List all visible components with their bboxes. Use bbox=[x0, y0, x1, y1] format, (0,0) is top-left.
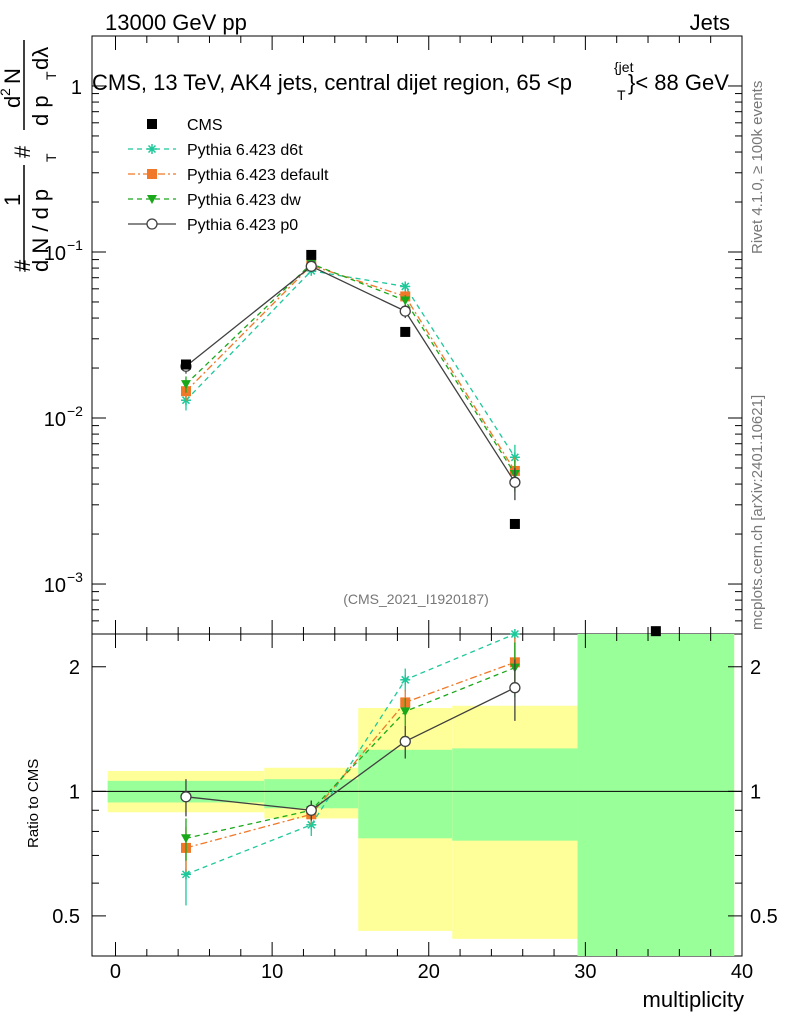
data-point bbox=[180, 791, 192, 803]
y-tick-label: 1 bbox=[71, 77, 82, 99]
series-line bbox=[185, 264, 516, 472]
y-label-hash1: # bbox=[10, 259, 35, 272]
y-label-hash2: # bbox=[10, 145, 35, 158]
data-point bbox=[399, 735, 411, 748]
y-label-subT: T bbox=[43, 153, 59, 162]
series-pythia-6-423-p0 bbox=[180, 659, 521, 821]
data-point bbox=[400, 281, 411, 292]
cms-point bbox=[306, 249, 317, 260]
x-tick-label: 30 bbox=[574, 961, 596, 983]
y-axis-label-ratio: Ratio to CMS bbox=[25, 759, 42, 848]
x-tick-label: 40 bbox=[731, 961, 753, 983]
y-tick-label: 10 bbox=[44, 575, 66, 597]
marker-stroke bbox=[147, 144, 157, 154]
x-axis-label: multiplicity bbox=[643, 987, 744, 1012]
cms-point bbox=[400, 326, 411, 337]
x-tick-label: 0 bbox=[110, 961, 121, 983]
legend-marker bbox=[146, 218, 158, 230]
marker-stroke bbox=[401, 675, 410, 684]
y-axis-label-main: # 1 d N / d p T # d 2 N d p T dλ bbox=[0, 40, 59, 272]
y-tick-label-right: 2 bbox=[750, 657, 761, 679]
series-pythia-6-423-d6t bbox=[180, 629, 520, 906]
plot-title-sub: T bbox=[617, 87, 626, 103]
x-tick-label: 10 bbox=[261, 961, 283, 983]
band-green-4 bbox=[577, 634, 735, 956]
series-line bbox=[185, 265, 516, 483]
ratio-axes: 0 10 20 30 40 0.5 0.5 1 1 2 2 bbox=[52, 634, 778, 983]
marker-stroke bbox=[181, 870, 191, 879]
series-line bbox=[185, 661, 516, 849]
legend-marker bbox=[147, 195, 157, 204]
y-label-subT2: T bbox=[43, 71, 59, 80]
y-tick-exponent: −3 bbox=[67, 569, 83, 585]
header-left: 13000 GeV pp bbox=[105, 10, 247, 35]
series-pythia-6-423-d6t bbox=[180, 265, 520, 473]
legend-label: Pythia 6.423 default bbox=[187, 167, 329, 184]
legend-label: Pythia 6.423 d6t bbox=[187, 142, 303, 159]
legend-marker bbox=[147, 169, 157, 179]
cms-point bbox=[650, 626, 661, 637]
series-pythia-6-423-default bbox=[180, 260, 520, 488]
data-point bbox=[400, 674, 411, 685]
marker-stroke bbox=[510, 629, 519, 639]
data-point bbox=[509, 476, 521, 488]
y-label-N: N bbox=[0, 68, 25, 84]
header-right: Jets bbox=[690, 10, 730, 35]
series-line bbox=[185, 687, 516, 811]
series-pythia-6-423-dw bbox=[180, 259, 520, 492]
plot-title-sup: {jet bbox=[614, 59, 634, 75]
y-tick-label: 10 bbox=[44, 409, 66, 431]
analysis-id: (CMS_2021_I1920187) bbox=[343, 591, 489, 607]
y-tick-label: 2 bbox=[69, 657, 80, 679]
band-green-2 bbox=[358, 749, 453, 839]
series-line bbox=[185, 270, 516, 458]
band-green-3 bbox=[452, 748, 578, 841]
ratio-series bbox=[180, 629, 521, 906]
y-tick-label: 10 bbox=[44, 243, 66, 265]
legend-label: Pythia 6.423 p0 bbox=[187, 217, 298, 234]
legend-label: CMS bbox=[187, 117, 223, 134]
legend-marker bbox=[147, 144, 157, 154]
y-label-den2: d p bbox=[28, 95, 53, 126]
series-pythia-6-423-p0 bbox=[180, 260, 521, 501]
data-point bbox=[180, 834, 191, 844]
data-point bbox=[509, 629, 520, 639]
data-point bbox=[180, 380, 191, 390]
y-tick-label-right: 0.5 bbox=[750, 906, 778, 928]
cms-point bbox=[180, 359, 191, 370]
y-tick-exponent: −2 bbox=[67, 403, 83, 419]
main-series bbox=[180, 249, 661, 637]
y-label-frac-den: d N / d p bbox=[28, 189, 53, 272]
y-tick-label-right: 1 bbox=[750, 781, 761, 803]
y-label-d2: d bbox=[0, 96, 25, 108]
data-point bbox=[400, 707, 411, 717]
y-label-one: 1 bbox=[0, 194, 25, 206]
legend: CMS Pythia 6.423 d6t Pythia 6.423 default P… bbox=[128, 117, 329, 234]
data-point bbox=[400, 296, 411, 306]
series-line bbox=[185, 667, 516, 839]
data-point bbox=[509, 682, 521, 694]
series-line bbox=[185, 633, 516, 875]
y-tick-exponent: −1 bbox=[67, 237, 83, 253]
y-label-sup2: 2 bbox=[0, 88, 13, 96]
rivet-label: Rivet 4.1.0, ≥ 100k events bbox=[749, 81, 766, 254]
plot-title: CMS, 13 TeV, AK4 jets, central dijet reg… bbox=[92, 70, 572, 95]
mcplots-label: mcplots.cern.ch [arXiv:2401.10621] bbox=[749, 395, 766, 630]
marker-stroke bbox=[401, 282, 410, 291]
legend-label: Pythia 6.423 dw bbox=[187, 192, 301, 209]
data-point bbox=[305, 804, 317, 816]
series-line bbox=[185, 262, 516, 475]
plot-title-end: }< 88 GeV bbox=[628, 70, 729, 95]
main-axes: 110−110−210−3 bbox=[44, 35, 743, 635]
data-point bbox=[305, 260, 317, 272]
y-tick-label: 1 bbox=[69, 781, 80, 803]
y-label-dlambda: dλ bbox=[28, 47, 53, 70]
cms-point bbox=[509, 518, 520, 529]
ratio-frame bbox=[91, 633, 743, 957]
legend-marker bbox=[147, 119, 157, 129]
y-tick-label: 0.5 bbox=[52, 906, 80, 928]
x-tick-label: 20 bbox=[418, 961, 440, 983]
data-point bbox=[399, 305, 411, 317]
